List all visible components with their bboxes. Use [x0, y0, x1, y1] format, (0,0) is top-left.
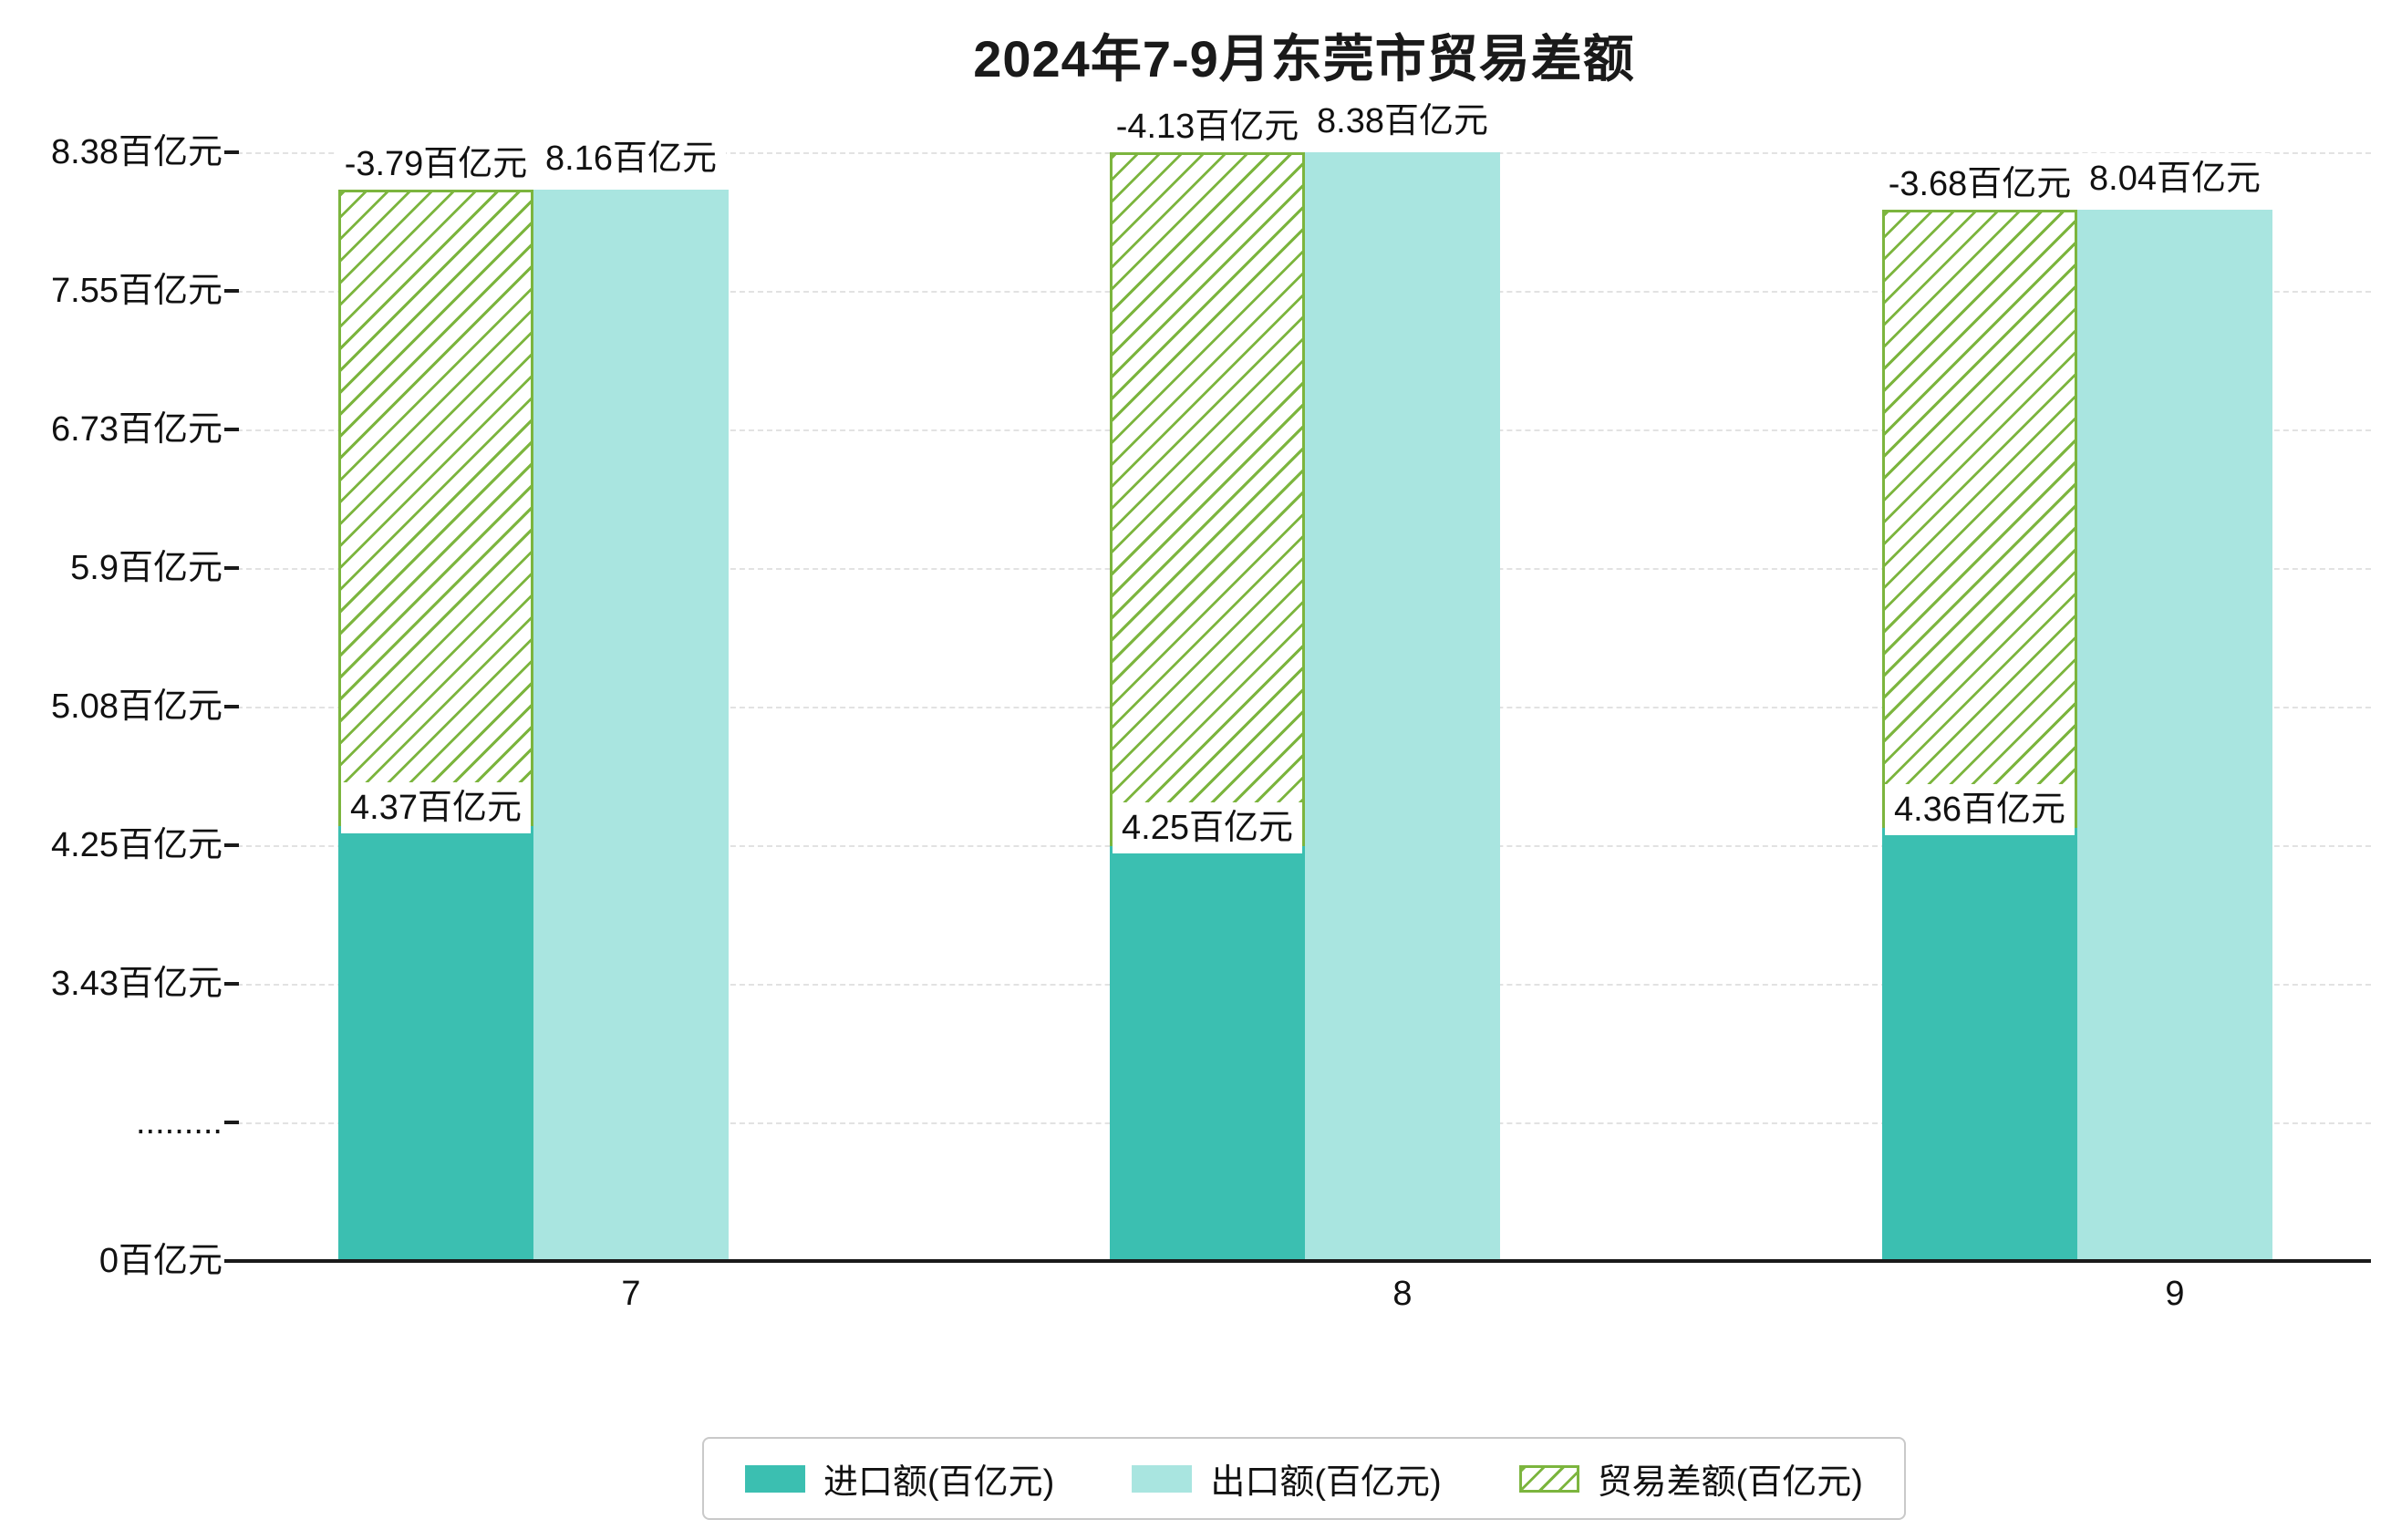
import-bar-label: 4.36百亿元: [1885, 783, 2075, 835]
legend-item-label: 进口额(百亿元): [823, 1463, 1055, 1502]
y-tick-mark: [224, 566, 239, 570]
y-tick-mark: [224, 1121, 239, 1124]
export-bar-label: 8.38百亿元: [1308, 96, 1497, 147]
trade-balance-bar: [1110, 152, 1305, 846]
y-tick-mark: [224, 1259, 239, 1263]
import-bar-label: 4.25百亿元: [1113, 801, 1302, 853]
y-tick-label: 8.38百亿元: [51, 133, 223, 171]
import-bar: [338, 825, 533, 1261]
legend-swatch-export: [1132, 1464, 1193, 1493]
import-bar: [1110, 845, 1305, 1261]
legend-swatch-balance: [1518, 1464, 1579, 1493]
y-tick-label: 6.73百亿元: [51, 410, 223, 449]
x-tick-label: 7: [621, 1275, 641, 1313]
y-tick-label: .........: [135, 1103, 223, 1142]
y-tick-mark: [224, 705, 239, 708]
y-tick-label: 5.9百亿元: [70, 549, 223, 587]
trade-balance-label: -4.13百亿元: [1106, 101, 1309, 152]
x-tick-label: 9: [2165, 1275, 2185, 1313]
y-tick-label: 7.55百亿元: [51, 272, 223, 310]
y-tick-mark: [224, 843, 239, 847]
legend-item-label: 出口额(百亿元): [1210, 1463, 1442, 1502]
export-bar: [533, 189, 729, 1261]
y-tick-label: 0百亿元: [98, 1242, 223, 1280]
trade-balance-label: -3.79百亿元: [335, 138, 537, 190]
y-tick-label: 3.43百亿元: [51, 965, 223, 1003]
trade-balance-label: -3.68百亿元: [1879, 158, 2081, 210]
export-bar: [2077, 209, 2272, 1261]
y-tick-mark: [224, 982, 239, 986]
y-tick-mark: [224, 150, 239, 154]
import-bar-label: 4.37百亿元: [341, 781, 531, 833]
legend-item-export: 出口额(百亿元): [1132, 1453, 1442, 1504]
legend-item-balance: 贸易差额(百亿元): [1518, 1453, 1863, 1504]
import-bar: [1882, 827, 2077, 1261]
x-tick-label: 8: [1392, 1275, 1413, 1313]
y-tick-mark: [224, 289, 239, 293]
legend-item-import: 进口额(百亿元): [745, 1453, 1054, 1504]
export-bar: [1305, 152, 1500, 1261]
legend: 进口额(百亿元) 出口额(百亿元) 贸易差额(百亿元): [702, 1437, 1906, 1520]
legend-item-label: 贸易差额(百亿元): [1597, 1463, 1863, 1502]
export-bar-label: 8.16百亿元: [536, 132, 726, 184]
legend-swatch-import: [745, 1464, 806, 1493]
chart-title: 2024年7-9月东莞市贸易差额: [973, 30, 1635, 88]
y-tick-mark: [224, 428, 239, 431]
trade-balance-bar: [338, 189, 533, 826]
x-axis-line: [237, 1259, 2371, 1263]
y-tick-label: 5.08百亿元: [51, 687, 223, 726]
trade-balance-bar: [1882, 209, 2077, 828]
y-tick-label: 4.25百亿元: [51, 826, 223, 864]
export-bar-label: 8.04百亿元: [2080, 152, 2270, 204]
